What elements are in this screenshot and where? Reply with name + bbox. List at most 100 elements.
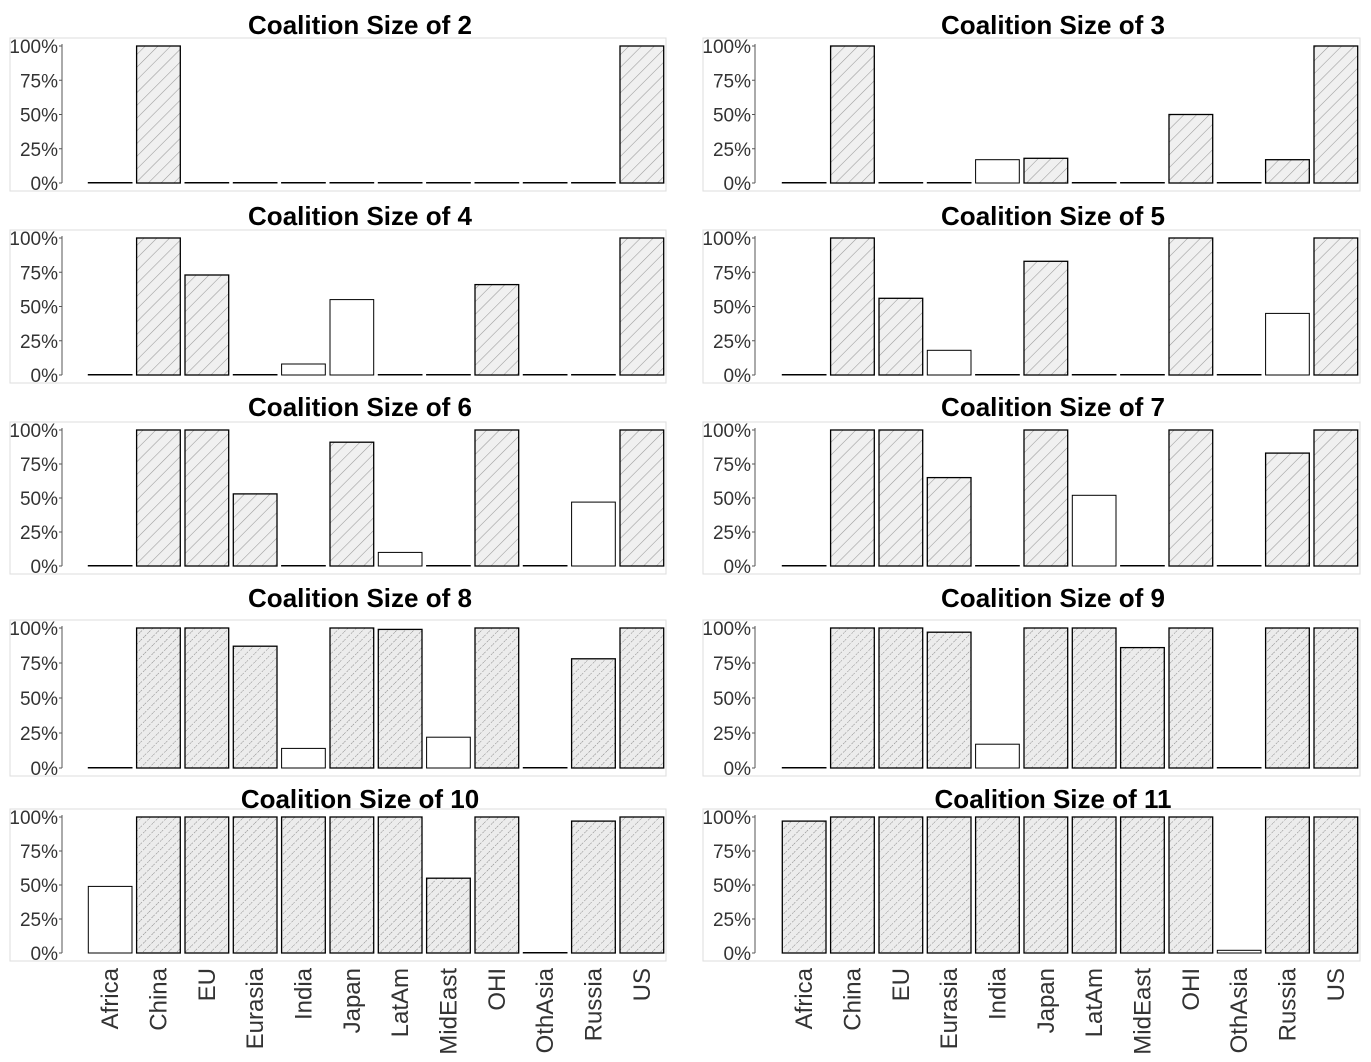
- bar-africa: [87, 565, 133, 567]
- bar-china: [135, 816, 181, 954]
- bar-eurasia: [926, 476, 972, 567]
- bar-india: [975, 159, 1020, 184]
- y-tick-label: 0%: [724, 944, 752, 965]
- bar-ohi: [474, 283, 520, 376]
- bar-japan: [329, 441, 375, 567]
- bar-latam: [1071, 182, 1117, 184]
- x-tick-label: Japan: [339, 968, 366, 1033]
- bar-mideast: [426, 182, 471, 184]
- bar-us: [619, 429, 665, 567]
- bar-othasia: [1216, 565, 1262, 567]
- y-tick-label: 0%: [31, 944, 59, 965]
- panel-border: [702, 37, 1361, 192]
- bar-us: [1313, 45, 1359, 184]
- bar-africa: [781, 565, 827, 567]
- y-tick-label: 75%: [713, 263, 751, 284]
- bar-japan: [1023, 429, 1069, 567]
- bar-eurasia: [926, 816, 972, 954]
- bar-mideast: [1120, 182, 1165, 184]
- y-tick-label: 50%: [713, 298, 751, 319]
- y-tick-label: 50%: [20, 489, 58, 510]
- chart-panels: Coalition Size of 20%25%50%75%100%Coalit…: [9, 10, 1361, 965]
- bar-mideast: [426, 736, 471, 769]
- y-tick-label: 25%: [713, 332, 751, 353]
- bar-china: [829, 816, 875, 954]
- bar-us: [619, 627, 665, 769]
- panel-border: [702, 808, 1361, 962]
- bar-africa: [87, 885, 133, 954]
- bar-ohi: [1168, 237, 1214, 376]
- y-tick-label: 25%: [20, 140, 58, 161]
- bar-us: [1313, 627, 1359, 769]
- chart-panel: Coalition Size of 4 0% 25% 50% 75% 100%: [9, 201, 667, 387]
- x-axis-labels: Africa China EU Eurasia India Japan LatAm MidEa…: [97, 967, 1350, 1054]
- bar-russia: [1265, 312, 1310, 376]
- y-tick-label: 100%: [702, 421, 751, 442]
- y-tick-label: 0%: [31, 174, 59, 195]
- bar-india: [281, 182, 326, 184]
- bar-ohi: [474, 627, 520, 769]
- chart-panel: Coalition Size of 11 0% 25% 50% 75% 100%: [702, 784, 1361, 965]
- bar-latam: [1071, 494, 1117, 567]
- y-tick-label: 50%: [713, 489, 751, 510]
- y-tick-label: 100%: [9, 421, 58, 442]
- panel-border: [9, 619, 667, 777]
- bar-japan: [1023, 260, 1069, 376]
- bar-russia: [571, 501, 616, 567]
- bar-india: [281, 747, 326, 769]
- y-tick-label: 50%: [713, 689, 751, 710]
- x-tick-label: US: [629, 968, 656, 1001]
- y-tick-label: 0%: [724, 557, 752, 578]
- bar-japan: [329, 627, 375, 769]
- y-tick-label: 75%: [20, 71, 58, 92]
- y-tick-label: 50%: [20, 106, 58, 127]
- bar-eu: [878, 816, 924, 954]
- bar-eurasia: [232, 816, 278, 954]
- bar-japan: [329, 299, 375, 376]
- y-tick-label: 0%: [724, 174, 752, 195]
- bar-latam: [377, 816, 423, 954]
- bar-russia: [1264, 627, 1310, 769]
- bar-us: [1313, 816, 1359, 954]
- chart-title: Coalition Size of 5: [941, 201, 1165, 231]
- bar-india: [281, 363, 326, 376]
- bar-india: [281, 565, 326, 567]
- x-tick-label: OHI: [1178, 968, 1205, 1011]
- bar-eu: [184, 182, 230, 184]
- bar-china: [135, 627, 181, 769]
- bar-eu: [184, 816, 230, 954]
- bar-mideast: [1119, 816, 1165, 954]
- bar-othasia: [522, 565, 568, 567]
- x-tick-label: China: [840, 967, 867, 1030]
- chart-title: Coalition Size of 11: [935, 784, 1172, 814]
- bar-latam: [1071, 816, 1117, 954]
- x-tick-label: OthAsia: [1226, 967, 1253, 1053]
- y-tick-label: 25%: [20, 523, 58, 544]
- y-tick-label: 75%: [20, 842, 58, 863]
- bar-mideast: [1120, 374, 1165, 376]
- y-tick-label: 0%: [724, 759, 752, 780]
- panel-border: [9, 37, 667, 192]
- bar-latam: [377, 628, 423, 769]
- bar-eurasia: [926, 349, 972, 376]
- bar-china: [135, 429, 181, 567]
- bar-ohi: [1168, 113, 1214, 184]
- bar-russia: [1264, 159, 1310, 184]
- bar-eu: [184, 429, 230, 567]
- y-tick-label: 25%: [713, 910, 751, 931]
- bar-india: [975, 374, 1020, 376]
- bar-ohi: [1168, 816, 1214, 954]
- y-tick-label: 0%: [31, 759, 59, 780]
- bar-othasia: [522, 767, 568, 769]
- chart-panel: Coalition Size of 7 0% 25% 50% 75% 100%: [702, 392, 1361, 578]
- y-tick-label: 25%: [20, 910, 58, 931]
- bar-russia: [571, 182, 616, 184]
- y-tick-label: 0%: [724, 366, 752, 387]
- x-tick-label: Africa: [97, 967, 124, 1029]
- bar-us: [619, 45, 665, 184]
- y-tick-label: 100%: [9, 619, 58, 640]
- bar-us: [1313, 237, 1359, 376]
- bar-eu: [878, 627, 924, 769]
- y-tick-label: 100%: [9, 229, 58, 250]
